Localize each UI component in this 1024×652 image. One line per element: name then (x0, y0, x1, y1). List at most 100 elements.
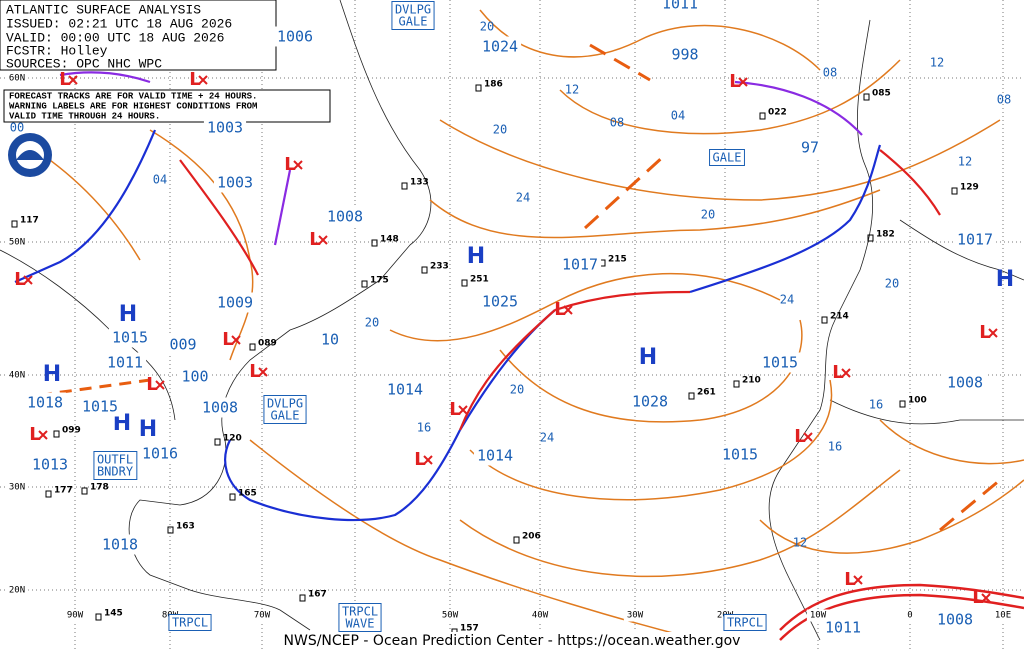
warning-box (263, 395, 307, 424)
high-center: H (996, 267, 1014, 292)
low-center: L (146, 374, 157, 395)
longitude-text: 30W (627, 611, 644, 621)
warning-text: GALE (713, 151, 742, 165)
low-x (68, 75, 78, 85)
label-box (821, 617, 865, 638)
pressure-value: 1006 (277, 28, 313, 46)
latitude-text: 40N (9, 371, 25, 381)
pressure-center: 1015 (108, 327, 152, 348)
low-center: L (844, 569, 855, 590)
pressure-center: 97 (797, 137, 823, 158)
pressure-value: 1028 (632, 393, 668, 411)
isobar-label: 20 (885, 277, 899, 291)
pressure-center: 1008 (943, 372, 987, 393)
pressure-value: 100 (181, 368, 208, 386)
low-x (258, 367, 268, 377)
label-box (904, 609, 916, 622)
pressure-center: 100 (178, 366, 212, 387)
pressure-center: 1017 (953, 229, 997, 250)
station-value: 120 (223, 434, 242, 444)
low-center: L (794, 426, 805, 447)
note-line: WARNING LABELS ARE FOR HIGHEST CONDITION… (9, 101, 257, 111)
low-x (198, 75, 208, 85)
isobar-label: 20 (701, 208, 715, 222)
label-box (213, 172, 257, 193)
low-center: L (249, 361, 260, 382)
label-box (317, 329, 343, 350)
station-icon (11, 220, 18, 228)
station-value: 206 (522, 532, 541, 542)
isobar-label: 16 (828, 440, 842, 454)
high-center: H (639, 345, 657, 370)
low-center: L (414, 449, 425, 470)
low-x (803, 432, 813, 442)
warning-text: GALE (271, 409, 300, 423)
isobar-label: 08 (610, 116, 624, 130)
low-x (738, 77, 748, 87)
station-value: 215 (608, 255, 627, 265)
station-icon (421, 266, 428, 274)
pressure-value: 1008 (327, 208, 363, 226)
fronts (14, 43, 1024, 641)
pressure-value: 1015 (82, 398, 118, 416)
pressure-center: 1003 (203, 117, 247, 138)
label-box (658, 0, 702, 14)
low-x (981, 593, 991, 603)
station-value: 022 (768, 108, 787, 118)
longitude-text: 10E (995, 611, 1011, 621)
header-sources: SOURCES: OPC NHC WPC (6, 56, 162, 71)
header-title: ATLANTIC SURFACE ANALYSIS (6, 2, 201, 17)
isobar-label: 24 (540, 431, 554, 445)
label-box (943, 372, 987, 393)
header-forecaster: FCSTR: Holley (6, 43, 108, 58)
high-center: H (467, 244, 485, 269)
warning-label: GALE (709, 149, 745, 166)
station-icon (53, 430, 60, 438)
warning-box (338, 603, 382, 632)
label-box (478, 36, 522, 57)
pressure-value: 1003 (207, 119, 243, 137)
low-x (988, 328, 998, 338)
warning-text: TRPCL (727, 616, 763, 630)
label-box (178, 366, 212, 387)
station-icon (229, 493, 236, 501)
low-center: L (979, 322, 990, 343)
station-icon (461, 279, 468, 287)
footer-bg (270, 632, 750, 652)
pressure-center: 1011 (103, 352, 147, 373)
longitude-label: 30W (623, 609, 647, 622)
isobar-label: 08 (823, 66, 837, 80)
pressure-value: 1008 (937, 611, 973, 629)
warning-box (709, 149, 745, 166)
pressure-value: 1024 (482, 38, 518, 56)
pressure-value: 1018 (102, 536, 138, 554)
label-box (78, 396, 122, 417)
station-value: 165 (238, 489, 257, 499)
pressure-value: 1015 (112, 329, 148, 347)
isobar-label: 20 (365, 316, 379, 330)
isobar-label: 16 (869, 398, 883, 412)
label-box (933, 609, 977, 630)
station-icon (513, 536, 520, 544)
label-box (558, 254, 602, 275)
pressure-value: 1008 (202, 399, 238, 417)
isobar-label: 24 (516, 191, 530, 205)
label-box (628, 391, 672, 412)
high-center: H (119, 302, 137, 327)
low-x (293, 160, 303, 170)
pressure-center: 1018 (23, 392, 67, 413)
longitude-label: 50W (438, 609, 462, 622)
isobar-label: 24 (780, 293, 794, 307)
pressure-value: 1017 (562, 256, 598, 274)
station-value: 167 (308, 590, 327, 600)
pressure-value: 1003 (217, 174, 253, 192)
pressure-center: 1008 (933, 609, 977, 630)
label-box (250, 609, 274, 622)
isobar-label: 04 (671, 109, 685, 123)
isobar-label: 20 (493, 123, 507, 137)
low-center: L (29, 424, 40, 445)
station-value: 100 (908, 396, 927, 406)
station-value: 133 (410, 178, 429, 188)
